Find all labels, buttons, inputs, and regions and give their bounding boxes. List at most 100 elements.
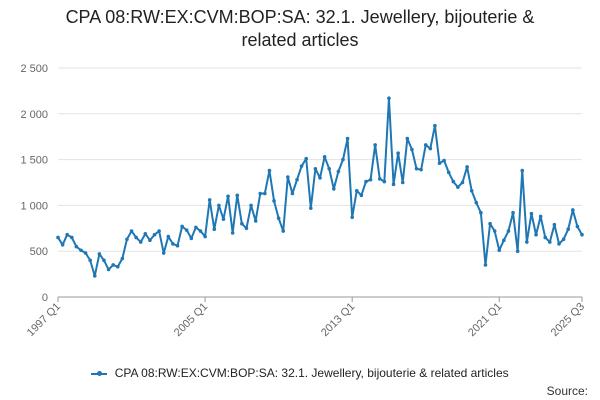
data-point <box>552 222 557 227</box>
data-point <box>281 229 286 233</box>
data-point <box>235 193 240 198</box>
data-point <box>571 208 575 212</box>
data-point <box>115 264 120 269</box>
data-point <box>286 175 290 179</box>
data-point <box>97 252 102 256</box>
data-point <box>400 180 405 185</box>
data-point <box>446 170 451 175</box>
y-tick-label: 500 <box>30 246 48 258</box>
y-tick-label: 1 500 <box>20 155 48 167</box>
legend: CPA 08:RW:EX:CVM:BOP:SA: 32.1. Jewellery… <box>0 366 600 380</box>
data-point <box>65 232 69 237</box>
data-point <box>309 206 313 210</box>
data-point <box>175 243 180 248</box>
data-point <box>543 235 548 240</box>
data-point <box>488 221 492 226</box>
data-point <box>538 214 543 219</box>
data-point <box>152 232 157 237</box>
data-point <box>368 177 373 182</box>
data-point <box>171 242 175 246</box>
data-point <box>198 229 203 233</box>
data-point <box>534 232 538 237</box>
chart-title: CPA 08:RW:EX:CVM:BOP:SA: 32.1. Jewellery… <box>0 6 600 52</box>
data-point <box>575 224 580 229</box>
data-point <box>221 217 226 221</box>
data-point <box>267 168 272 173</box>
data-point <box>442 158 446 163</box>
data-point <box>548 240 552 244</box>
data-point <box>345 136 350 141</box>
y-tick-label: 1 000 <box>20 200 48 212</box>
x-tick-label: 2025 Q3 <box>549 301 587 339</box>
data-point <box>203 234 207 239</box>
chart-title-line-1: CPA 08:RW:EX:CVM:BOP:SA: 32.1. Jewellery… <box>65 7 535 27</box>
data-point <box>414 166 419 171</box>
data-point <box>240 221 244 226</box>
data-point <box>341 157 345 162</box>
x-tick-label: 2021 Q1 <box>466 301 504 339</box>
data-point <box>189 236 194 241</box>
y-tick-label: 2 500 <box>20 63 48 75</box>
data-point <box>304 156 309 161</box>
data-point <box>272 199 276 203</box>
data-point <box>143 232 148 236</box>
legend-label: CPA 08:RW:EX:CVM:BOP:SA: 32.1. Jewellery… <box>114 366 509 380</box>
data-point <box>318 176 322 180</box>
data-point <box>194 225 198 230</box>
axes: 0 500 1 000 1 500 2 000 2 500 1997 Q1 2005 Q1 20… <box>20 63 587 339</box>
data-point <box>437 161 442 166</box>
data-point <box>354 188 359 193</box>
data-point <box>557 242 561 246</box>
data-point <box>138 240 143 244</box>
data-point <box>263 191 267 196</box>
data-point <box>322 155 327 159</box>
data-point <box>580 232 584 237</box>
data-point <box>469 188 474 193</box>
data-point <box>336 169 341 174</box>
data-point <box>529 211 534 216</box>
data-point <box>396 151 400 155</box>
data-point <box>230 231 235 235</box>
data-point <box>313 166 318 171</box>
data-point <box>217 203 221 208</box>
data-point <box>520 168 525 173</box>
data-point <box>258 191 263 196</box>
data-point <box>483 263 488 267</box>
x-tick-label: 1997 Q1 <box>25 301 63 339</box>
x-tick-label: 2013 Q1 <box>319 301 357 339</box>
data-point <box>511 210 515 215</box>
data-point <box>125 237 129 242</box>
data-point <box>492 229 497 233</box>
data-point <box>377 177 382 181</box>
series <box>56 96 584 278</box>
data-point <box>249 203 253 208</box>
data-point <box>148 238 152 243</box>
data-point <box>92 274 97 278</box>
data-point <box>451 179 456 184</box>
data-point <box>88 258 92 263</box>
data-point <box>456 185 460 189</box>
data-point <box>212 227 217 232</box>
data-point <box>157 229 161 233</box>
data-point <box>74 244 79 249</box>
data-point <box>166 234 171 239</box>
data-point <box>515 249 520 253</box>
data-point <box>423 143 428 147</box>
data-point <box>474 200 479 205</box>
data-point <box>497 248 502 253</box>
data-point <box>134 235 138 240</box>
data-point <box>506 229 511 233</box>
data-point <box>359 193 364 198</box>
data-point <box>226 194 230 199</box>
data-point <box>364 179 368 184</box>
data-point <box>387 96 391 101</box>
data-point <box>566 227 571 232</box>
data-point <box>290 191 295 196</box>
data-point <box>525 240 529 244</box>
data-point <box>419 167 423 172</box>
data-point <box>331 187 336 191</box>
data-point <box>180 224 184 229</box>
x-tick-label: 2005 Q1 <box>172 301 210 339</box>
data-point <box>295 177 299 182</box>
